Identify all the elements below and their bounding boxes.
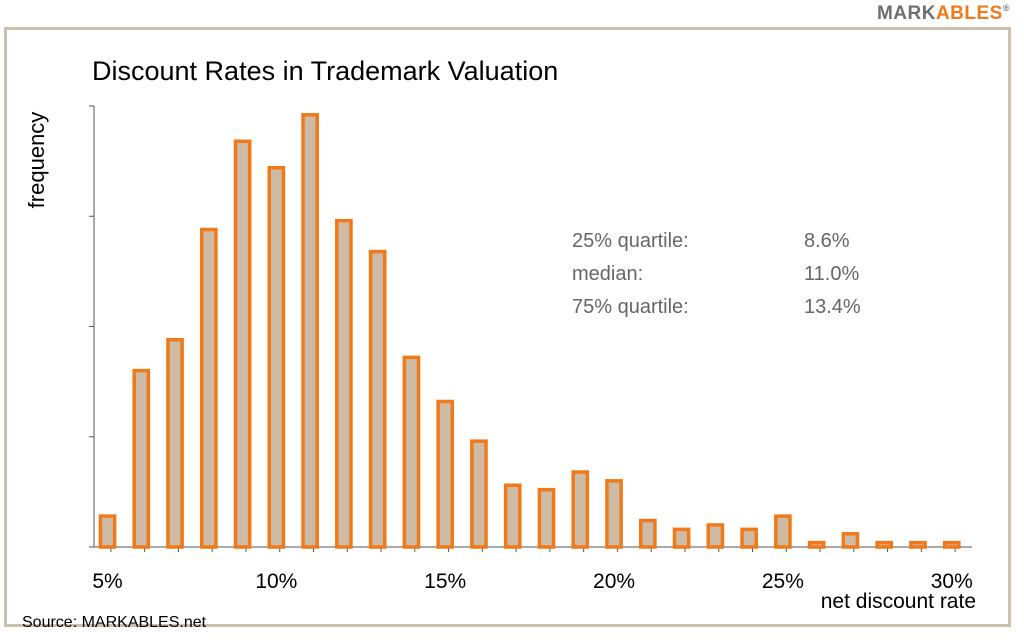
stat-label: 25% quartile: [572,230,689,252]
x-tick-label: 25% [762,570,804,593]
histogram-bar [402,355,421,549]
chart-title: Discount Rates in Trademark Valuation [92,56,559,86]
stat-value: 11.0% [804,263,860,285]
histogram-bar [267,165,286,549]
x-tick-label: 5% [92,570,122,593]
quartile-stats: 25% quartile: 8.6% median: 11.0% 75% qua… [572,225,861,324]
histogram-bar [605,479,623,549]
histogram-bar [774,514,792,549]
histogram-bar [571,470,590,549]
histogram-bar [740,527,758,549]
histogram-bar [98,514,117,549]
histogram-bar [807,540,826,549]
histogram-bar [841,532,860,549]
registered-mark: ® [1002,3,1010,13]
stat-label: median: [572,263,644,285]
histogram-bar [875,540,894,549]
stat-value: 13.4% [804,296,861,318]
histogram-bar [638,518,657,549]
histogram-bar [301,113,319,549]
histogram-bar [166,337,184,549]
stat-label: 75% quartile: [572,296,689,318]
stat-row-q1: 25% quartile: 8.6% [572,225,861,258]
histogram-bar [503,483,522,549]
histogram-bar [199,227,218,549]
stat-value: 8.6% [804,230,850,252]
histogram-bar [537,487,556,549]
histogram-bar [335,218,353,549]
stat-row-q3: 75% quartile: 13.4% [572,291,861,324]
histogram-bar [706,523,725,549]
histogram-bar [470,439,488,549]
brand-logo: MARKABLES® [877,3,1010,25]
histogram-bar [672,527,691,549]
chart-frame [4,27,1011,627]
x-tick-label: 10% [255,570,297,593]
brand-logo-part1: MARK [876,3,936,24]
source-note: Source: MARKABLES.net [22,614,207,631]
histogram-bar [909,540,927,549]
x-tick-label: 15% [424,570,466,593]
x-axis-label: net discount rate [820,590,976,613]
histogram-bar [233,139,252,549]
x-tick-label: 30% [931,570,973,593]
histogram-bar [368,249,387,549]
brand-logo-part2: ABLES [935,3,1003,24]
histogram-bar [942,540,961,549]
histogram-bar [132,368,151,549]
stat-row-median: median: 11.0% [572,258,861,291]
x-tick-label: 20% [593,570,635,593]
histogram-bar [436,399,455,549]
